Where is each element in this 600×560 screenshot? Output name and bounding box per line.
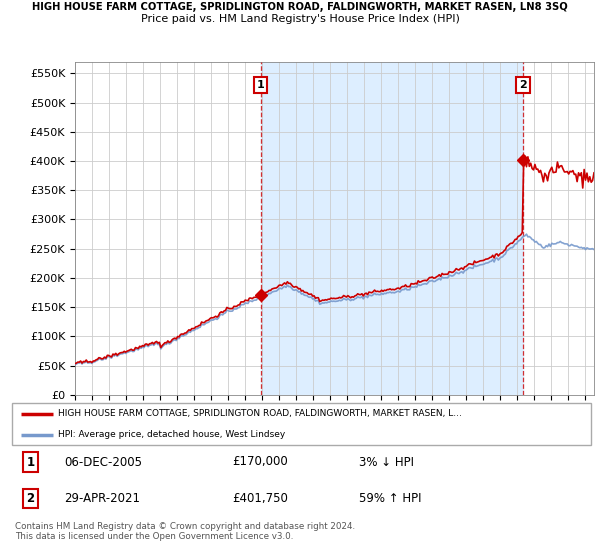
Text: 2: 2 xyxy=(26,492,35,505)
Text: 06-DEC-2005: 06-DEC-2005 xyxy=(64,455,142,469)
Text: Price paid vs. HM Land Registry's House Price Index (HPI): Price paid vs. HM Land Registry's House … xyxy=(140,14,460,24)
Text: HIGH HOUSE FARM COTTAGE, SPRIDLINGTON ROAD, FALDINGWORTH, MARKET RASEN, LN8 3SQ: HIGH HOUSE FARM COTTAGE, SPRIDLINGTON RO… xyxy=(32,2,568,12)
Text: HIGH HOUSE FARM COTTAGE, SPRIDLINGTON ROAD, FALDINGWORTH, MARKET RASEN, L...: HIGH HOUSE FARM COTTAGE, SPRIDLINGTON RO… xyxy=(58,409,462,418)
Text: £401,750: £401,750 xyxy=(232,492,288,505)
Text: 1: 1 xyxy=(26,455,35,469)
Text: HPI: Average price, detached house, West Lindsey: HPI: Average price, detached house, West… xyxy=(58,430,286,439)
Text: Contains HM Land Registry data © Crown copyright and database right 2024.
This d: Contains HM Land Registry data © Crown c… xyxy=(15,522,355,542)
Text: 2: 2 xyxy=(519,80,527,90)
Text: 3% ↓ HPI: 3% ↓ HPI xyxy=(359,455,415,469)
Text: 59% ↑ HPI: 59% ↑ HPI xyxy=(359,492,422,505)
Text: 1: 1 xyxy=(257,80,265,90)
Text: £170,000: £170,000 xyxy=(232,455,288,469)
Text: 29-APR-2021: 29-APR-2021 xyxy=(64,492,140,505)
Bar xyxy=(261,62,523,395)
